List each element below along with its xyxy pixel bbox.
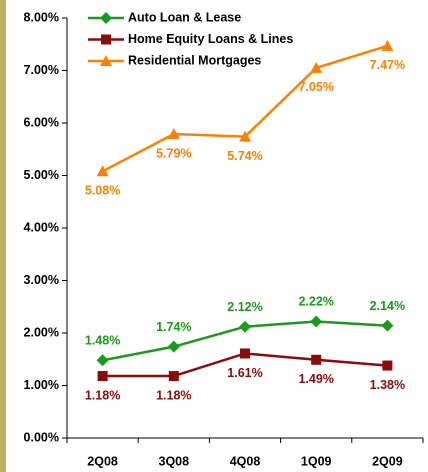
data-label: 2.22% [298, 295, 333, 309]
y-tick-label: 1.00% [24, 378, 59, 392]
data-label: 7.47% [370, 58, 405, 72]
data-label: 1.38% [370, 378, 405, 392]
data-label: 5.74% [227, 149, 262, 163]
point [167, 340, 180, 353]
y-tick-label: 4.00% [24, 220, 59, 234]
y-tick-label: 8.00% [24, 10, 59, 24]
point [311, 354, 322, 365]
point [239, 130, 251, 142]
data-label: 1.49% [298, 372, 333, 386]
legend-label: Auto Loan & Lease [128, 10, 241, 24]
x-tick-label: 1Q09 [301, 454, 332, 468]
y-tick-label: 3.00% [24, 273, 59, 287]
legend-marker [101, 34, 111, 45]
legend-marker [100, 12, 112, 24]
data-label: 5.08% [85, 184, 120, 198]
legend-label: Residential Mortgages [128, 53, 261, 67]
point [382, 360, 393, 371]
point [381, 39, 394, 51]
data-label: 2.12% [227, 300, 262, 314]
data-label: 1.61% [227, 366, 262, 380]
data-label: 1.18% [85, 388, 120, 402]
data-label: 2.14% [370, 299, 405, 313]
data-label: 1.48% [85, 334, 120, 348]
y-tick-label: 2.00% [24, 325, 59, 339]
point [310, 315, 323, 328]
point [381, 319, 394, 332]
point [239, 320, 251, 333]
data-label: 1.74% [156, 320, 191, 334]
y-tick-label: 7.00% [24, 63, 59, 77]
data-label: 7.05% [298, 80, 333, 94]
x-tick-label: 4Q08 [230, 454, 261, 468]
x-tick-label: 3Q08 [159, 454, 190, 468]
point [168, 371, 179, 382]
point [310, 61, 323, 73]
point [167, 128, 180, 140]
point [240, 348, 250, 359]
data-label: 1.18% [156, 388, 191, 402]
y-tick-label: 6.00% [24, 115, 59, 129]
y-tick-label: 5.00% [24, 168, 59, 182]
x-tick-label: 2Q08 [87, 454, 118, 468]
data-label: 5.79% [156, 146, 191, 160]
point [96, 165, 109, 177]
y-tick-label: 0.00% [24, 430, 59, 444]
x-tick-label: 2Q09 [372, 454, 403, 468]
point [96, 354, 109, 367]
legend-label: Home Equity Loans & Lines [128, 32, 293, 46]
point [97, 371, 108, 382]
legend-marker [100, 55, 112, 66]
side-strip [0, 0, 6, 472]
